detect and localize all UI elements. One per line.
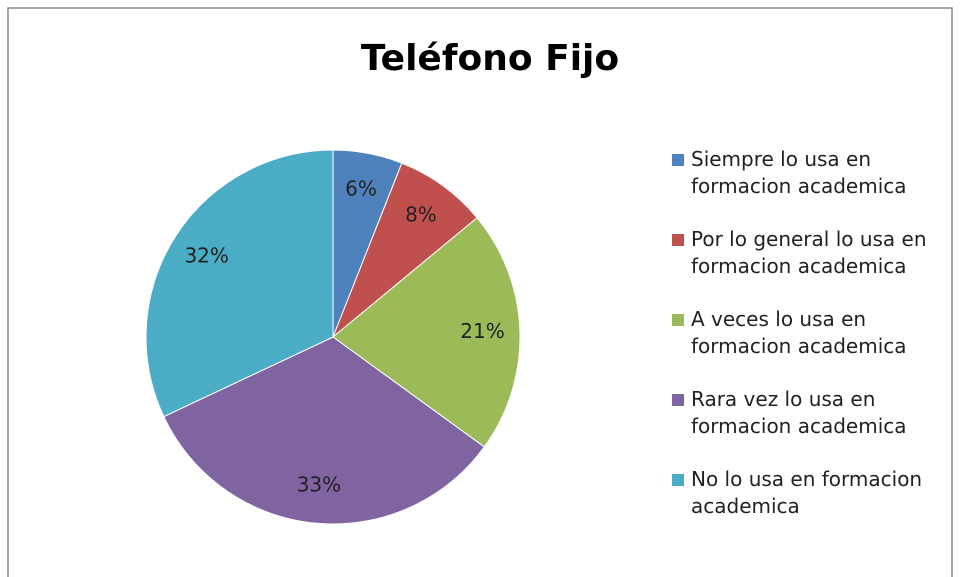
legend-label: Siempre lo usa en formacion academica — [691, 147, 907, 198]
data-label: 21% — [460, 319, 504, 343]
legend-item: A veces lo usa en formacion academica — [672, 306, 947, 386]
legend-item: No lo usa en formacion academica — [672, 466, 947, 546]
legend-label: Rara vez lo usa en formacion academica — [691, 387, 907, 438]
data-label: 6% — [345, 177, 377, 201]
legend-swatch — [672, 314, 684, 326]
chart-frame — [7, 7, 953, 577]
legend-item: Rara vez lo usa en formacion academica — [672, 386, 947, 466]
pie-slice — [163, 336, 485, 525]
legend-item: Por lo general lo usa en formacion acade… — [672, 226, 947, 306]
legend-label: Por lo general lo usa en formacion acade… — [691, 227, 927, 278]
chart-title: Teléfono Fijo — [361, 38, 619, 79]
legend-swatch — [672, 474, 684, 486]
pie-slice — [145, 149, 334, 418]
legend-swatch — [672, 154, 684, 166]
pie-slice — [332, 217, 521, 448]
legend-swatch — [672, 394, 684, 406]
data-label: 33% — [297, 472, 341, 496]
data-label: 32% — [184, 243, 228, 267]
legend-label: No lo usa en formacion academica — [691, 467, 923, 518]
legend-item: Siempre lo usa en formacion academica — [672, 146, 947, 226]
legend-label: A veces lo usa en formacion academica — [691, 307, 907, 358]
legend: Siempre lo usa en formacion academica Por… — [672, 146, 947, 546]
data-label: 8% — [405, 202, 437, 226]
legend-swatch — [672, 234, 684, 246]
pie-slice — [332, 162, 478, 338]
